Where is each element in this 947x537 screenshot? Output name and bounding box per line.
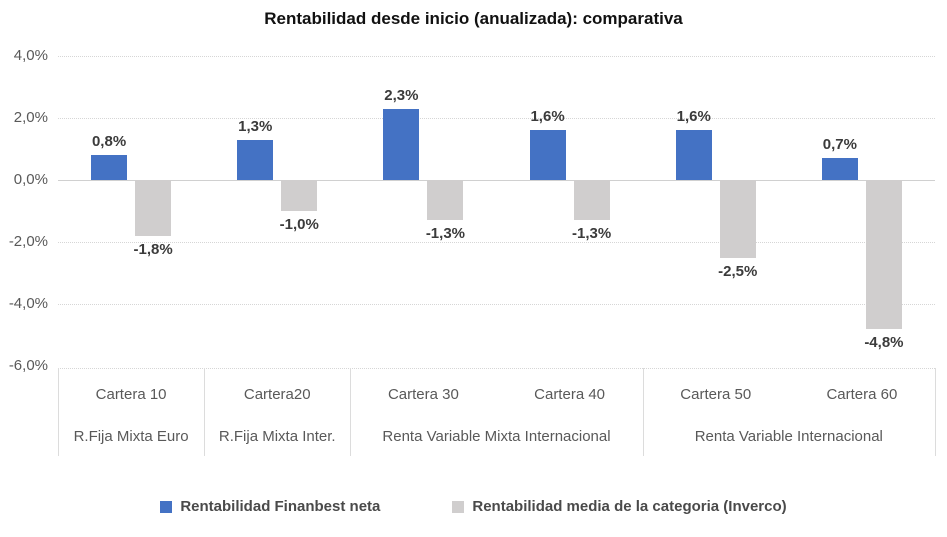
bar-value-label: -1,0% [279,216,319,233]
category-label: Cartera 30 [387,386,459,403]
bar-value-label: -1,3% [571,225,612,243]
bar-finanbest [91,155,128,180]
bar-finanbest [821,158,858,180]
legend-label-finanbest: Rentabilidad Finanbest neta [180,498,381,515]
category-label: Cartera 50 [680,386,752,403]
legend-swatch-inverco-icon [452,500,465,513]
legend-swatch-finanbest-icon [160,500,173,513]
legend-item-inverco: Rentabilidad media de la categoria (Inve… [452,498,787,515]
bar-inverco [865,180,902,329]
gridline [58,56,935,57]
bar-value-label: 1,3% [238,117,273,135]
bar-value-label: 1,6% [676,108,711,126]
bar-value-label: -1,8% [133,240,173,258]
legend: Rentabilidad Finanbest neta Rentabilidad… [0,498,947,515]
category-table-divider [204,368,206,456]
y-axis-tick-label: -6,0% [8,357,48,374]
x-axis-line [58,180,935,181]
category-group-label: Renta Variable Internacional [694,428,883,445]
bar-inverco [719,180,756,258]
gridline [58,118,935,119]
bar-value-label: 1,6% [530,108,565,126]
category-table-top-border [58,368,935,369]
bar-inverco [573,180,610,221]
legend-label-inverco: Rentabilidad media de la categoria (Inve… [472,498,787,515]
legend-item-finanbest: Rentabilidad Finanbest neta [160,498,380,515]
gridline [58,242,935,243]
y-axis-tick-label: 2,0% [13,109,48,126]
bar-value-label: 0,7% [822,136,857,154]
bar-value-label: -1,3% [425,225,465,243]
bar-finanbest [529,130,566,180]
bar-value-label: 0,8% [91,133,127,151]
bar-finanbest [383,108,420,180]
bar-value-label: -2,5% [718,262,758,280]
category-group-label: R.Fija Mixta Euro [73,428,189,445]
bar-inverco [427,180,464,221]
category-label: Cartera20 [243,386,311,403]
bar-finanbest [237,139,274,180]
bar-value-label: 2,3% [384,86,419,104]
category-label: Cartera 40 [534,386,606,403]
y-axis-tick-label: -2,0% [8,233,48,250]
bar-inverco [281,180,318,211]
chart-title: Rentabilidad desde inicio (anualizada): … [264,9,683,28]
category-label: Cartera 60 [826,386,898,403]
bar-value-label: -4,8% [864,333,904,351]
y-axis-tick-label: -4,0% [8,295,48,312]
category-group-label: Renta Variable Mixta Internacional [382,428,611,445]
category-label: Cartera 10 [95,386,167,403]
category-table-divider [935,368,936,456]
y-axis-tick-label: 0,0% [13,171,48,188]
category-table-divider [350,368,352,456]
bar-inverco [135,180,172,236]
category-group-label: R.Fija Mixta Inter. [218,428,336,445]
bar-finanbest [675,130,712,180]
category-table-divider [58,368,59,456]
category-table-divider [642,368,644,456]
gridline [58,304,935,305]
y-axis-tick-label: 4,0% [13,47,48,64]
